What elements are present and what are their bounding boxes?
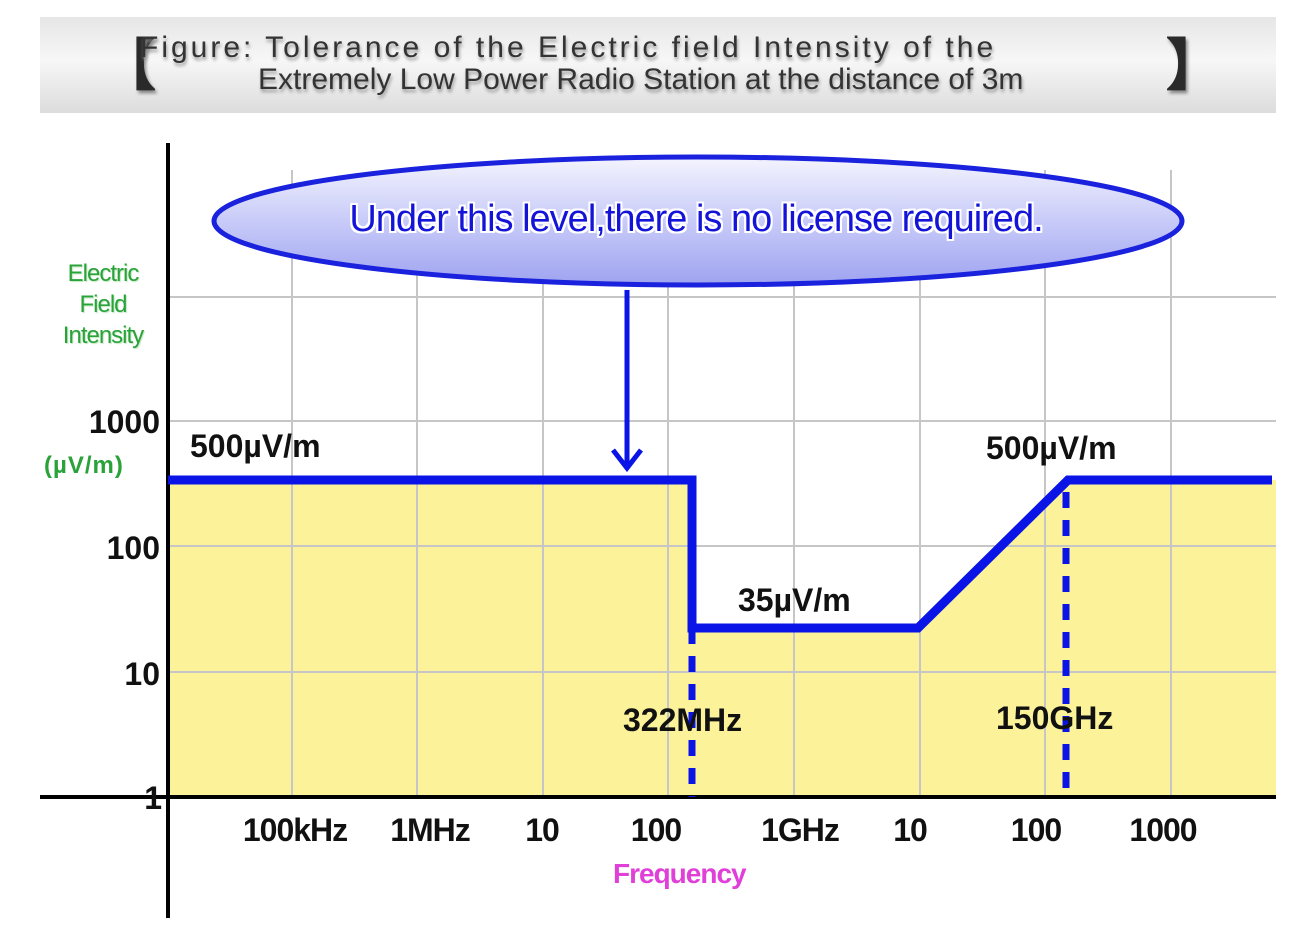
x-tick-100mhz: 100 bbox=[630, 812, 682, 848]
title-line-1: Figure: Tolerance of the Electric field … bbox=[140, 31, 997, 64]
callout-text: Under this level,there is no license req… bbox=[349, 198, 1043, 240]
y-axis-unit: (µV/m) bbox=[44, 452, 124, 479]
x-tick-1mhz: 1MHz bbox=[390, 812, 471, 848]
y-tick-1000: 1000 bbox=[88, 404, 160, 440]
y-axis-label: Electric Field Intensity bbox=[40, 258, 166, 351]
y-tick-1: 1 bbox=[144, 780, 162, 816]
x-tick-10ghz: 10 bbox=[893, 812, 928, 848]
title-bracket-right: 】 bbox=[1166, 34, 1222, 99]
title-bracket-left: 【 bbox=[100, 34, 156, 99]
x-tick-1000ghz: 1000 bbox=[1129, 812, 1197, 848]
title-line-2: Extremely Low Power Radio Station at the… bbox=[258, 63, 1024, 96]
y-tick-10: 10 bbox=[124, 656, 160, 692]
y-label-line-1: Electric bbox=[67, 260, 140, 287]
annotation-322mhz: 322MHz bbox=[623, 702, 743, 738]
x-tick-10mhz: 10 bbox=[525, 812, 560, 848]
x-tick-100khz: 100kHz bbox=[242, 812, 348, 848]
callout-bubble bbox=[211, 154, 1185, 288]
callout-arrow-head-icon bbox=[611, 448, 643, 473]
x-tick-100ghz: 100 bbox=[1010, 812, 1062, 848]
annotation-mid-level: 35µV/m bbox=[738, 582, 851, 618]
permitted-area-fill bbox=[168, 480, 1276, 797]
y-tick-100: 100 bbox=[106, 530, 160, 566]
annotation-right-level: 500µV/m bbox=[986, 430, 1117, 466]
x-axis-label: Frequency bbox=[613, 858, 747, 889]
tolerance-limit-line bbox=[168, 475, 1272, 633]
annotation-left-level: 500µV/m bbox=[190, 428, 321, 464]
y-label-line-3: Intensity bbox=[62, 322, 144, 349]
annotation-150ghz: 150GHz bbox=[996, 700, 1114, 736]
title-banner: 【 Figure: Tolerance of the Electric fiel… bbox=[40, 17, 1276, 113]
y-label-line-2: Field bbox=[79, 291, 127, 318]
x-tick-1ghz: 1GHz bbox=[761, 812, 840, 848]
